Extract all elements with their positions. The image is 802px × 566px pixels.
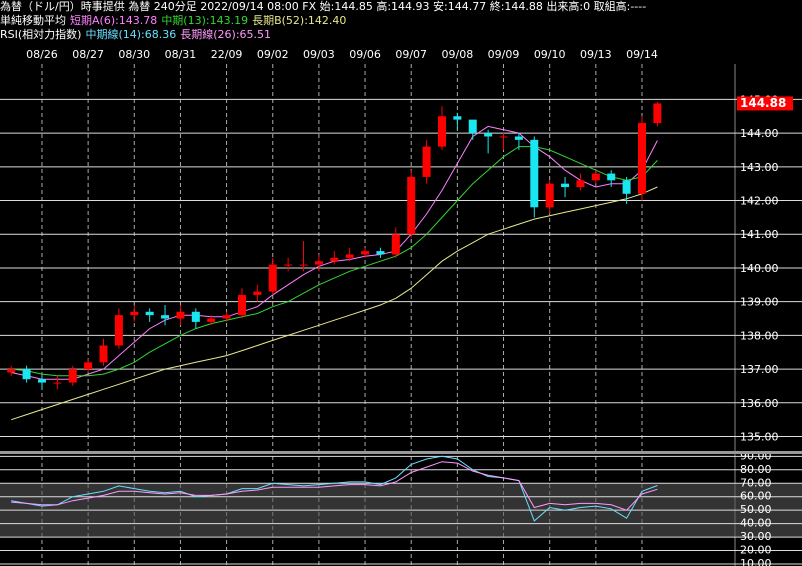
candle-body [561,183,570,188]
last-price-box [737,96,793,111]
x-tick-label: 09/13 [580,48,612,61]
candle-body [299,264,308,266]
rsi-legend: RSI(相対力指数) 中期線(14):68.36 長期線(26):65.51 [0,27,271,41]
candle-body [84,362,93,370]
series-line [11,461,658,511]
y-tick-label: 60.00 [740,490,772,503]
candle-body [607,173,616,181]
candle-body [330,257,339,262]
y-tick-label: 144.00 [740,127,779,140]
candle-body [453,116,462,120]
candle-body [422,146,431,177]
candle-body [114,315,123,346]
y-tick-label: 140.00 [740,262,779,275]
candle-body [253,291,262,295]
candle-body [391,234,400,255]
y-tick-label: 141.00 [740,228,779,241]
candle-body [314,261,323,265]
candle-body [207,318,216,322]
candle-body [407,176,416,235]
candle-body [345,254,354,258]
candle-body [237,294,246,316]
last-price-label: 144.88 [740,96,786,110]
candle-body [376,251,385,255]
y-tick-label: 138.00 [740,329,779,342]
candle-body [161,315,170,319]
candle-body [7,369,16,373]
y-tick-label: 139.00 [740,296,779,309]
candle-body [37,379,46,383]
candle-body [145,311,154,316]
candle-body [545,183,554,208]
y-tick-label: 143.00 [740,161,779,174]
candle-body [22,369,31,380]
candle-body [284,264,293,266]
series-line [11,455,658,522]
header-title: 為替（ドル/円）時事提供 為替 240分足 2022/09/14 08:00 F… [0,0,646,13]
series-line [11,146,658,377]
panel-separator [0,451,802,454]
y-tick-label: 137.00 [740,363,779,376]
candle-body [68,369,77,383]
x-tick-label: 09/03 [303,48,335,61]
x-tick-label: 22/09 [211,48,243,61]
y-tick-label: 10.00 [740,557,772,566]
legend-title: 単純移動平均 [0,13,66,27]
legend-title: RSI(相対力指数) [0,27,81,41]
x-tick-label: 09/09 [488,48,520,61]
x-tick-label: 08/31 [165,48,197,61]
x-tick-label: 09/08 [442,48,474,61]
x-tick-label: 09/14 [626,48,658,61]
candle-body [191,311,200,322]
candle-body [130,311,139,316]
x-tick-label: 09/02 [257,48,289,61]
candle-body [514,136,523,140]
ma-legend: 単純移動平均 短期A(6):143.78 中期(13):143.19 長期B(52):… [0,13,346,27]
legend-entry: 中期(13):143.19 [161,14,248,27]
candle-body [437,116,446,147]
series-line [11,186,658,421]
candle-body [361,251,370,255]
candle-body [576,180,585,188]
candle-body [99,345,108,363]
candle-body [591,173,600,181]
y-tick-label: 20.00 [740,544,772,557]
y-tick-label: 70.00 [740,476,772,489]
candle-body [53,382,62,384]
candle-body [484,133,493,137]
candle-body [468,119,477,134]
candle-body [653,103,662,123]
candle-body [268,264,277,292]
candle-body [530,139,539,208]
x-tick-label: 09/07 [395,48,427,61]
x-tick-label: 08/27 [72,48,104,61]
candle-body [176,311,185,319]
legend-entry: 中期線(14):68.36 [85,27,176,41]
y-tick-label: 135.00 [740,431,779,444]
y-tick-label: 50.00 [740,503,772,516]
y-tick-label: 142.00 [740,195,779,208]
x-tick-label: 09/10 [534,48,566,61]
y-tick-label: 136.00 [740,397,779,410]
legend-entry: 短期A(6):143.78 [70,13,157,27]
x-tick-label: 08/30 [118,48,150,61]
candle-body [222,315,231,319]
y-tick-label: 40.00 [740,517,772,530]
y-tick-label: 80.00 [740,463,772,476]
x-tick-label: 08/26 [26,48,58,61]
legend-entry: 長期線(26):65.51 [180,27,271,41]
candle-body [622,180,631,194]
y-tick-label: 30.00 [740,530,772,543]
candle-body [499,136,508,138]
x-tick-label: 09/06 [349,48,381,61]
legend-entry: 長期B(52):142.40 [252,14,346,27]
candle-body [637,122,646,194]
